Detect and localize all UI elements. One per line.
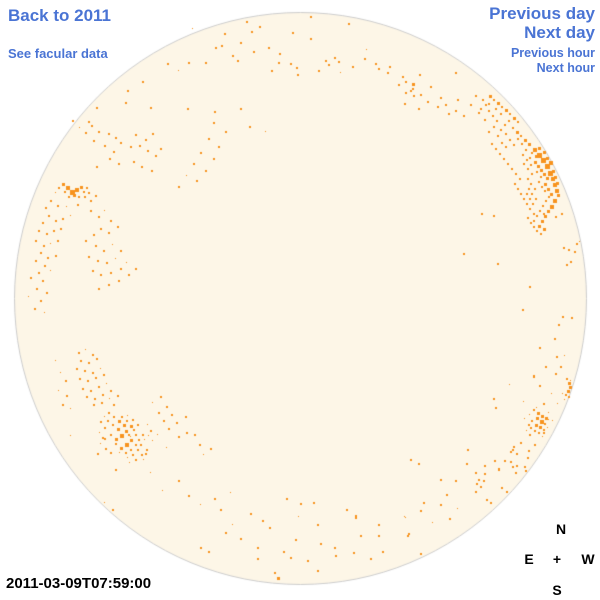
see-facular-data-link[interactable]: See facular data	[8, 46, 108, 61]
day-nav: Previous day Next day	[489, 4, 595, 42]
back-to-year-link[interactable]: Back to 2011	[8, 6, 112, 25]
hour-nav: Previous hour Next hour	[511, 46, 595, 76]
compass-south-label: S	[552, 582, 562, 598]
compass-east-label: E	[524, 551, 534, 567]
previous-hour-link[interactable]: Previous hour	[510, 46, 595, 60]
next-hour-link[interactable]: Next hour	[536, 61, 595, 75]
observation-timestamp: 2011-03-09T07:59:00	[6, 575, 152, 592]
compass-west-label: W	[581, 551, 595, 567]
compass-north-label: N	[555, 521, 567, 537]
compass-center-cross: +	[552, 551, 562, 567]
previous-day-link[interactable]: Previous day	[489, 4, 595, 23]
next-day-link[interactable]: Next day	[524, 23, 595, 42]
